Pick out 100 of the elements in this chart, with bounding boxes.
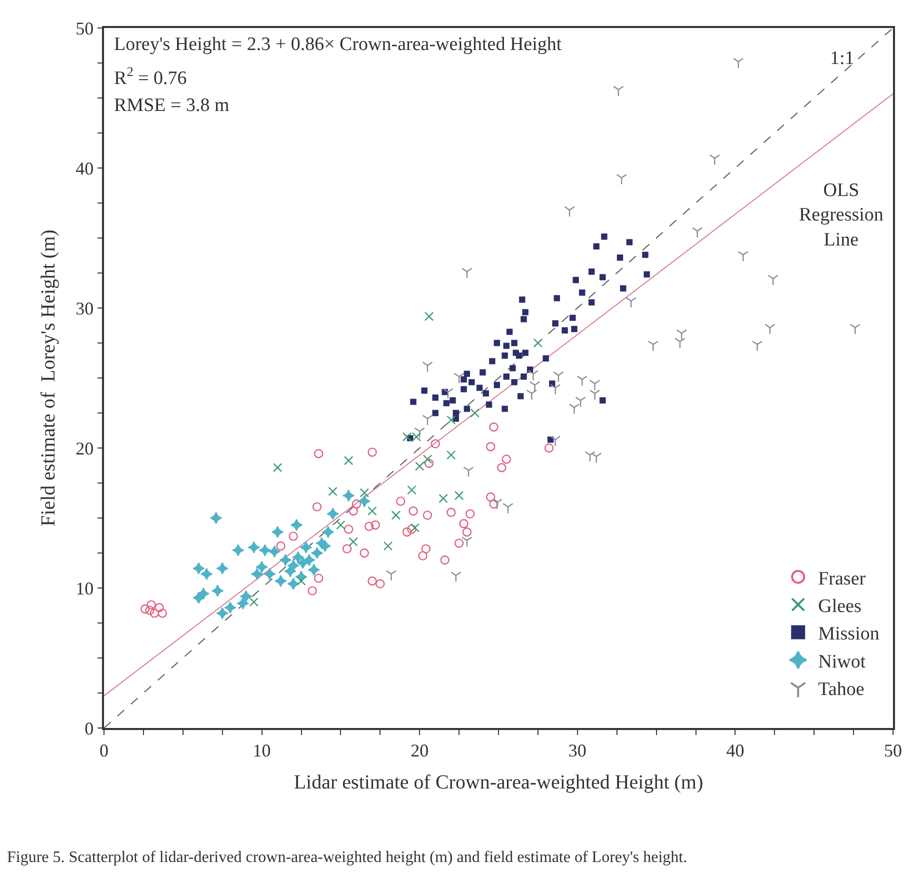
point [288, 532, 298, 541]
point [290, 518, 303, 532]
point [589, 390, 600, 400]
point [542, 355, 549, 362]
point [276, 541, 286, 551]
point [588, 299, 595, 306]
point [256, 560, 268, 574]
point [424, 458, 434, 468]
point [544, 443, 554, 453]
point [522, 309, 528, 316]
point [438, 494, 448, 503]
point [494, 382, 500, 388]
point [432, 394, 438, 401]
point [768, 274, 778, 286]
point [370, 520, 380, 530]
point [342, 544, 352, 554]
point [232, 544, 244, 556]
point [593, 243, 600, 250]
point [522, 350, 528, 356]
legend-label: Glees [818, 596, 862, 617]
point [368, 576, 377, 586]
point [764, 324, 776, 335]
point [494, 340, 500, 346]
point [601, 234, 608, 240]
point [410, 398, 416, 405]
point [502, 352, 508, 359]
annotation: R$^{2}$ = 0.76 [114, 64, 187, 89]
point [510, 365, 516, 372]
point [352, 499, 362, 509]
point [626, 239, 633, 246]
point [145, 606, 154, 615]
y-tick-label: 20 [76, 438, 94, 458]
point [415, 462, 424, 471]
point [752, 340, 763, 352]
legend-label: Fraser [818, 568, 866, 590]
point [360, 548, 369, 558]
point [360, 488, 369, 498]
point [464, 406, 470, 412]
point [318, 540, 332, 552]
point [422, 510, 432, 520]
point [376, 579, 385, 588]
y-tick-label: 40 [76, 158, 94, 178]
point [344, 524, 354, 534]
point [644, 271, 650, 278]
legend-label: Niwot [818, 651, 866, 672]
point [553, 371, 564, 382]
point [692, 227, 703, 238]
point [460, 386, 467, 392]
x-tick-label: 20 [410, 740, 429, 760]
point [533, 338, 543, 348]
annotation: Lorey's Height = 2.3 + 0.86× Crown-area-weighted Height [114, 34, 562, 55]
point [562, 327, 568, 334]
point [489, 499, 498, 509]
point [520, 316, 527, 322]
point [249, 597, 259, 607]
point [516, 352, 522, 359]
point [368, 506, 377, 516]
legend-label: Tahoe [818, 679, 864, 700]
point [442, 388, 454, 399]
point [154, 603, 164, 612]
point [391, 510, 401, 520]
point [446, 450, 456, 460]
point [292, 551, 304, 564]
annotation: 1:1 [830, 48, 854, 69]
point [200, 568, 213, 580]
point [364, 522, 374, 531]
point [642, 252, 648, 258]
point [348, 537, 358, 546]
x-tick-label: 50 [884, 740, 902, 760]
point [314, 449, 324, 458]
point [336, 520, 346, 530]
point [407, 524, 416, 534]
point [503, 342, 510, 349]
point [588, 268, 595, 275]
point [440, 555, 450, 565]
point [446, 508, 456, 517]
point [383, 541, 393, 551]
point [468, 379, 475, 386]
point [648, 340, 659, 352]
point [310, 546, 324, 560]
point [344, 456, 354, 466]
point [432, 410, 438, 416]
point [506, 328, 513, 335]
point [216, 607, 229, 620]
point [550, 384, 561, 395]
point [613, 86, 624, 97]
point [486, 492, 496, 502]
point [511, 340, 518, 346]
point [197, 587, 210, 600]
point [459, 519, 468, 528]
point [570, 314, 576, 321]
point [422, 414, 433, 426]
x-tick-label: 30 [568, 740, 586, 760]
point [146, 600, 156, 610]
point [709, 154, 720, 166]
point [550, 436, 561, 447]
point [462, 268, 472, 279]
point [274, 574, 287, 588]
point [529, 381, 540, 392]
point [443, 400, 450, 406]
